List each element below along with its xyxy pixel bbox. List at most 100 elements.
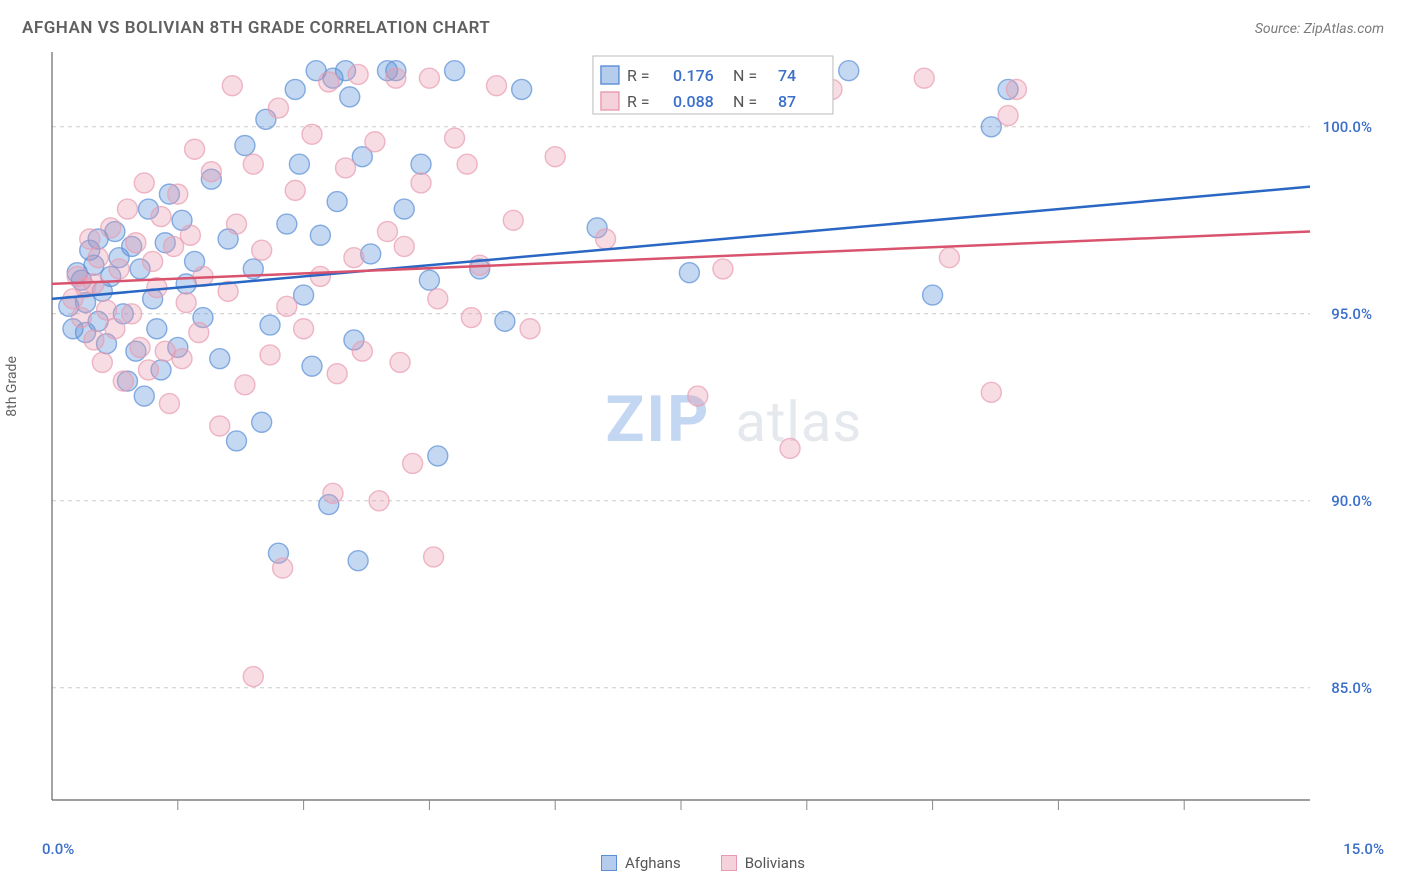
legend-swatch [601,66,619,84]
data-point-bolivians [268,98,288,118]
y-tick-label: 85.0% [1331,679,1372,697]
data-point-bolivians [172,349,192,369]
data-point-bolivians [457,154,477,174]
x-min-label: 0.0% [42,840,74,858]
data-point-afghans [923,285,943,305]
data-point-bolivians [176,293,196,313]
data-point-afghans [210,349,230,369]
data-point-bolivians [596,229,616,249]
y-tick-label: 95.0% [1331,305,1372,323]
data-point-bolivians [323,483,343,503]
data-point-bolivians [101,218,121,238]
data-point-afghans [235,136,255,156]
data-point-bolivians [403,453,423,473]
data-point-bolivians [327,364,347,384]
stats-legend: R =0.176N =74R =0.088N =87 [593,56,833,114]
data-point-bolivians [97,300,117,320]
data-point-bolivians [243,154,263,174]
data-point-afghans [428,446,448,466]
data-point-bolivians [981,382,1001,402]
data-point-bolivians [390,352,410,372]
data-point-bolivians [210,416,230,436]
data-point-bolivians [411,173,431,193]
data-point-bolivians [71,308,91,328]
footer-legend: Afghans Bolivians [0,854,1406,872]
data-point-bolivians [260,345,280,365]
data-point-bolivians [713,259,733,279]
watermark: ZIPatlas [606,382,863,457]
data-point-bolivians [189,323,209,343]
y-tick-label: 100.0% [1323,118,1372,136]
data-point-afghans [679,263,699,283]
chart-title: AFGHAN VS BOLIVIAN 8TH GRADE CORRELATION… [22,18,490,38]
trend-line-afghans [52,187,1310,299]
data-point-bolivians [348,64,368,84]
data-point-bolivians [780,438,800,458]
data-point-bolivians [302,124,322,144]
data-point-bolivians [428,289,448,309]
data-point-bolivians [109,259,129,279]
data-point-bolivians [503,210,523,230]
data-point-bolivians [122,304,142,324]
data-point-afghans [348,551,368,571]
legend-r-value: 0.088 [673,92,714,111]
data-point-afghans [260,315,280,335]
data-point-bolivians [168,184,188,204]
data-point-bolivians [545,147,565,167]
data-point-bolivians [294,319,314,339]
data-point-bolivians [130,337,150,357]
data-point-afghans [839,61,859,81]
plot-area: 8th Grade 85.0%90.0%95.0%100.0%ZIPatlasR… [42,44,1384,834]
data-point-bolivians [126,233,146,253]
data-point-bolivians [285,180,305,200]
data-point-afghans [289,154,309,174]
footer-legend-item: Afghans [601,854,681,872]
data-point-afghans [340,87,360,107]
data-point-bolivians [344,248,364,268]
legend-swatch [601,92,619,110]
data-point-bolivians [365,132,385,152]
data-point-bolivians [319,72,339,92]
data-point-bolivians [424,547,444,567]
data-point-bolivians [394,236,414,256]
legend-swatch-icon [721,855,737,871]
data-point-bolivians [252,240,272,260]
data-point-afghans [227,431,247,451]
data-point-bolivians [486,76,506,96]
data-point-bolivians [445,128,465,148]
data-point-bolivians [201,162,221,182]
data-point-bolivians [159,394,179,414]
legend-n-label: N = [733,66,757,85]
data-point-bolivians [520,319,540,339]
data-point-afghans [302,356,322,376]
data-point-afghans [285,79,305,99]
data-point-afghans [252,412,272,432]
footer-legend-item: Bolivians [721,854,805,872]
data-point-afghans [327,192,347,212]
data-point-bolivians [461,308,481,328]
data-point-bolivians [84,330,104,350]
data-point-afghans [394,199,414,219]
y-axis-label: 8th Grade [4,356,20,417]
legend-n-label: N = [733,92,757,111]
footer-legend-label: Bolivians [745,854,805,872]
data-point-bolivians [419,68,439,88]
data-point-bolivians [352,341,372,361]
data-point-bolivians [134,173,154,193]
data-point-afghans [277,214,297,234]
legend-r-label: R = [627,92,650,111]
legend-n-value: 74 [778,66,796,85]
data-point-bolivians [243,667,263,687]
data-point-bolivians [92,352,112,372]
legend-swatch-icon [601,855,617,871]
data-point-afghans [310,225,330,245]
x-max-label: 15.0% [1343,840,1384,858]
data-point-bolivians [117,199,137,219]
y-tick-label: 90.0% [1331,492,1372,510]
data-point-afghans [147,319,167,339]
scatter-plot: 85.0%90.0%95.0%100.0%ZIPatlasR =0.176N =… [42,44,1382,834]
data-point-bolivians [688,386,708,406]
data-point-bolivians [105,319,125,339]
data-point-bolivians [80,229,100,249]
data-point-bolivians [939,248,959,268]
